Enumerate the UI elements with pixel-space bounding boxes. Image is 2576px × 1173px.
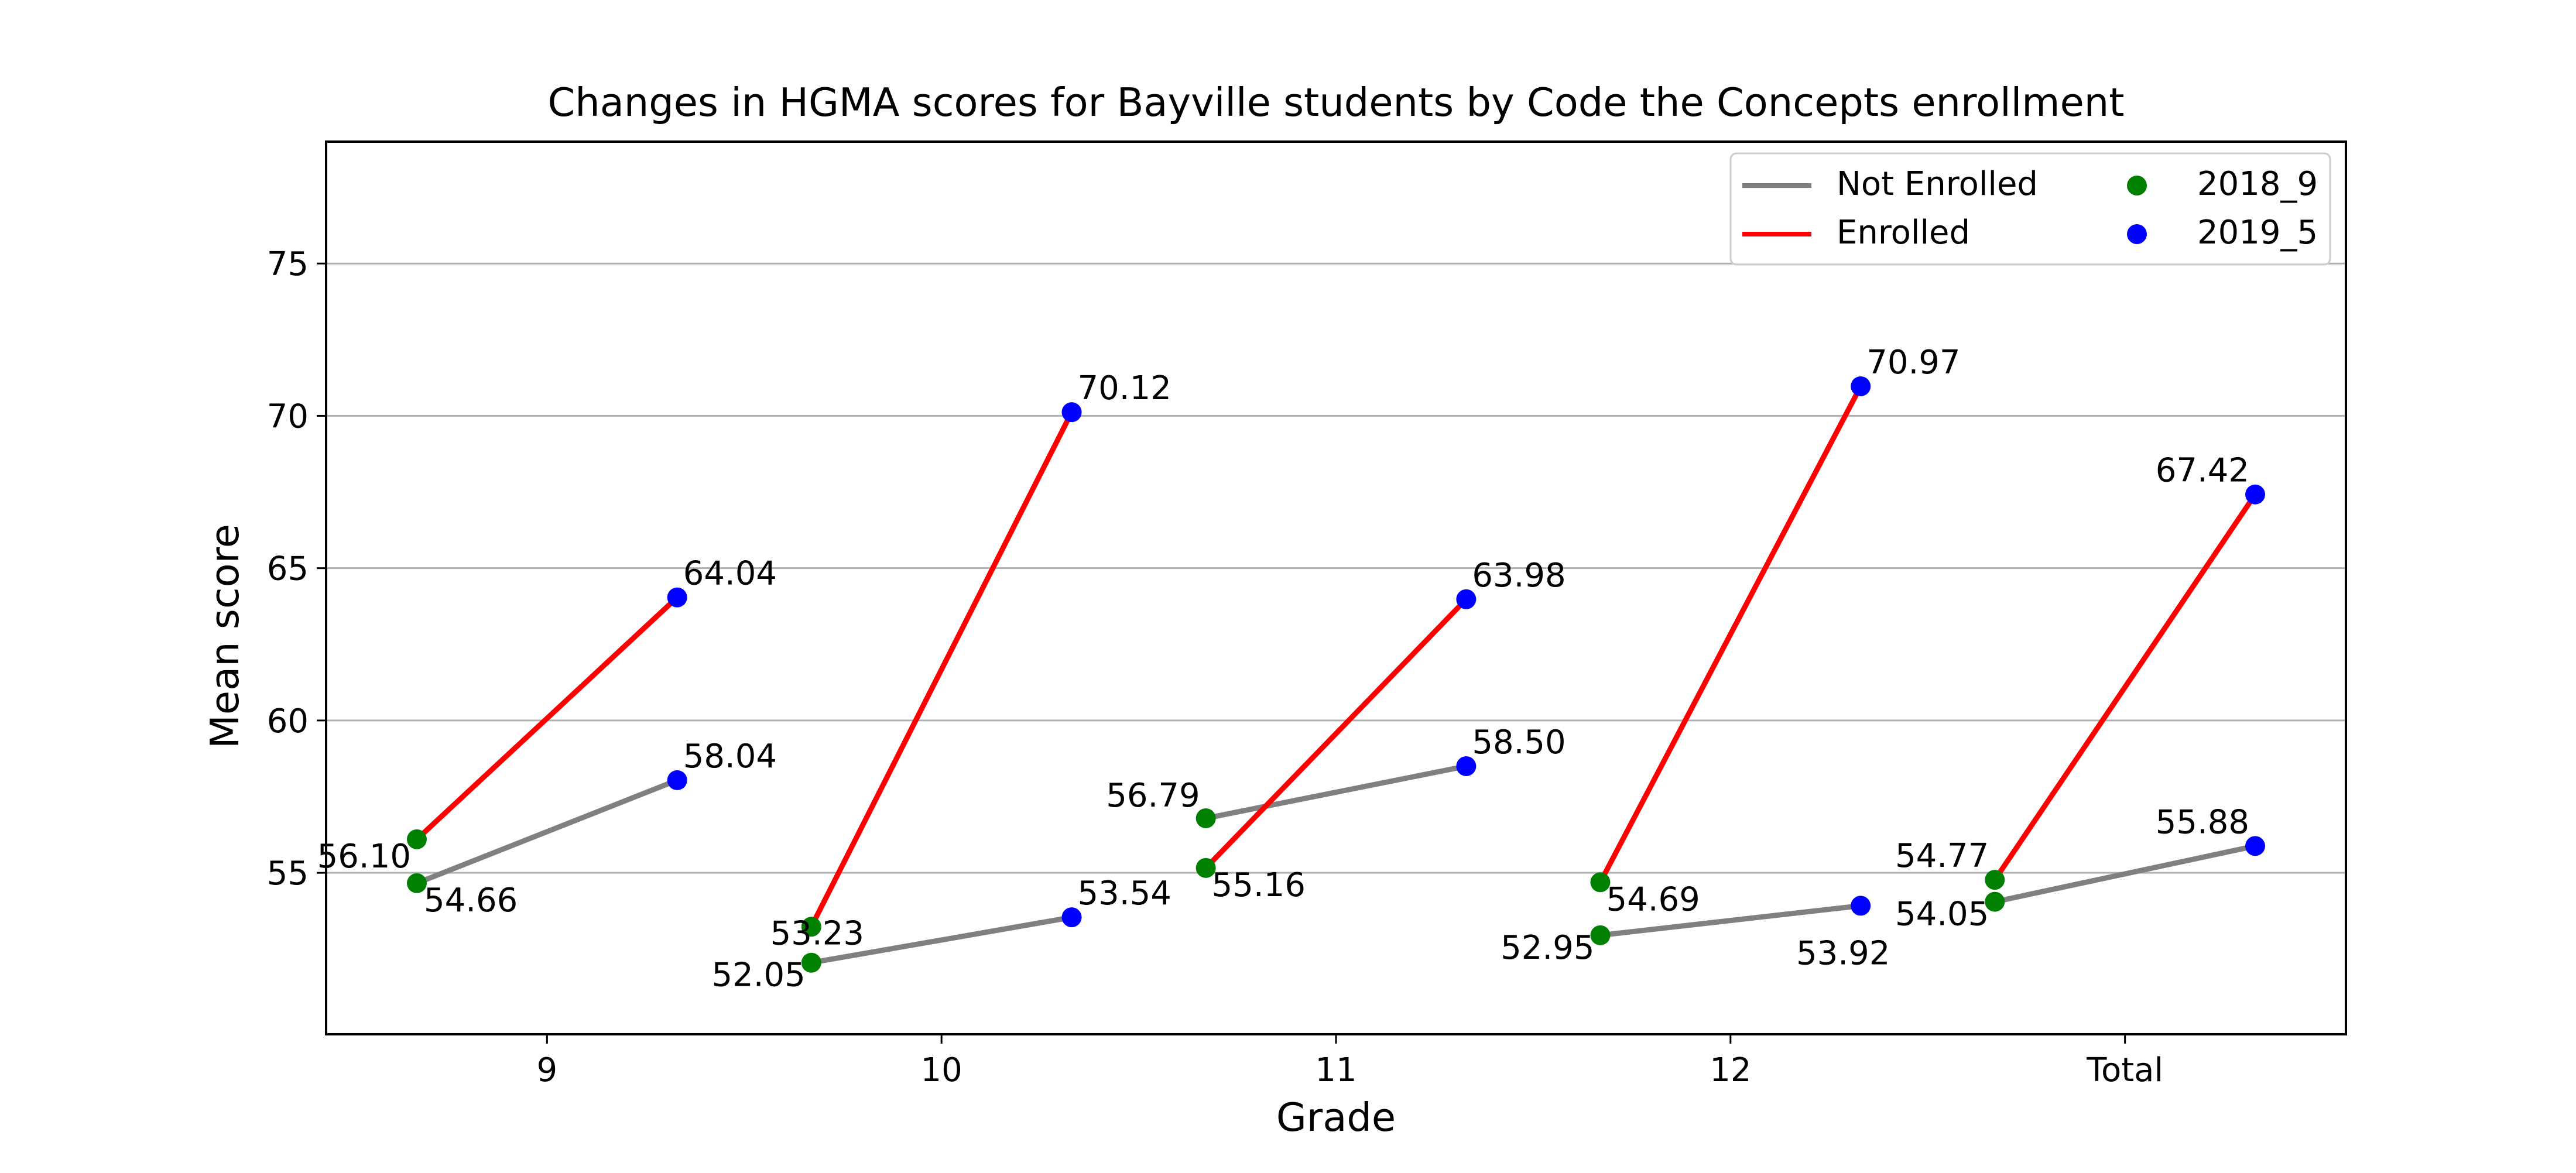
y-tick-label-60: 60 <box>267 702 309 740</box>
legend: Not Enrolled 2018_9 Enrolled 2019_5 <box>1729 152 2331 266</box>
not-enrolled-label-2019-5-2: 58.50 <box>1472 723 1566 762</box>
enrolled-marker-2018-9-0 <box>406 829 427 849</box>
not-enrolled-marker-2019-5-4 <box>2245 836 2266 856</box>
not-enrolled-label-2018-9-3: 52.95 <box>1501 929 1594 967</box>
not-enrolled-segment-4 <box>1994 843 2256 904</box>
not-enrolled-marker-2018-9-1 <box>801 952 821 973</box>
legend-label-not-enrolled: Not Enrolled <box>1837 165 2038 203</box>
not-enrolled-segment-2 <box>1205 763 1467 821</box>
data-label-layer: 54.66 58.04 52.05 53.54 56.79 58.50 52.95 53.92… <box>317 344 2249 994</box>
y-tick-label-55: 55 <box>267 855 309 893</box>
not-enrolled-label-2019-5-1: 53.54 <box>1078 874 1171 913</box>
enrolled-marker-2019-5-4 <box>2245 484 2266 505</box>
enrolled-label-2019-5-4: 67.42 <box>2156 452 2249 490</box>
enrolled-segment-4 <box>1992 493 2258 882</box>
not-enrolled-marker-2019-5-1 <box>1061 907 1082 928</box>
enrolled-marker-2019-5-1 <box>1061 402 1082 423</box>
marker-layer <box>406 376 2266 973</box>
not-enrolled-marker-2018-9-2 <box>1195 808 1216 828</box>
enrolled-label-2018-9-3: 54.69 <box>1606 880 1700 918</box>
legend-label-enrolled: Enrolled <box>1837 214 1970 252</box>
not-enrolled-label-2018-9-2: 56.79 <box>1106 777 1200 815</box>
not-enrolled-marker-2018-9-0 <box>406 873 427 893</box>
enrolled-label-2019-5-1: 70.12 <box>1078 369 1171 407</box>
legend-marker-2018-9 <box>2127 176 2147 196</box>
legend-label-2018-9: 2018_9 <box>2197 165 2318 203</box>
not-enrolled-marker-2019-5-3 <box>1851 896 1871 916</box>
enrolled-marker-2018-9-1 <box>801 917 821 937</box>
x-tick-label-0: 9 <box>537 1051 558 1089</box>
enrolled-label-2019-5-3: 70.97 <box>1866 344 1960 382</box>
enrolled-label-2019-5-2: 63.98 <box>1472 557 1566 595</box>
enrolled-marker-2018-9-2 <box>1195 858 1216 878</box>
legend-marker-2019-5 <box>2127 224 2147 244</box>
grid-layer <box>326 262 2346 874</box>
enrolled-marker-2019-5-2 <box>1456 589 1477 609</box>
not-enrolled-segment-1 <box>811 914 1073 966</box>
not-enrolled-label-2018-9-1: 52.05 <box>711 956 805 994</box>
enrolled-label-2018-9-4: 54.77 <box>1895 837 1989 875</box>
enrolled-segment-3 <box>1598 385 1864 884</box>
enrolled-marker-2018-9-3 <box>1590 872 1611 893</box>
enrolled-marker-2018-9-4 <box>1985 870 2005 890</box>
enrolled-marker-2019-5-3 <box>1851 376 1871 396</box>
not-enrolled-label-2019-5-4: 55.88 <box>2156 803 2249 841</box>
legend-frame <box>1729 152 2331 266</box>
x-tick-label-2: 11 <box>1315 1051 1356 1089</box>
not-enrolled-label-2018-9-0: 54.66 <box>424 882 518 920</box>
enrolled-label-2018-9-1: 53.23 <box>770 914 864 952</box>
enrolled-segment-0 <box>415 595 679 842</box>
not-enrolled-label-2019-5-3: 53.92 <box>1796 934 1890 972</box>
enrolled-label-2019-5-0: 64.04 <box>683 555 777 593</box>
not-enrolled-marker-2019-5-0 <box>667 770 687 790</box>
axis-layer: 55 60 65 70 75 9 10 11 12 Total <box>267 245 2163 1089</box>
not-enrolled-label-2019-5-0: 58.04 <box>683 738 777 776</box>
x-axis-title: Grade <box>1276 1095 1396 1140</box>
y-tick-label-65: 65 <box>267 550 309 588</box>
x-tick-label-4: Total <box>2086 1051 2163 1089</box>
not-enrolled-label-2018-9-4: 54.05 <box>1895 896 1989 934</box>
not-enrolled-marker-2018-9-3 <box>1590 925 1611 945</box>
not-enrolled-marker-2018-9-4 <box>1985 891 2005 912</box>
x-tick-label-3: 12 <box>1710 1051 1751 1089</box>
enrolled-segment-1 <box>809 411 1074 928</box>
series-layer <box>415 385 2258 966</box>
not-enrolled-marker-2019-5-2 <box>1456 756 1477 776</box>
not-enrolled-segment-0 <box>416 777 679 886</box>
y-tick-label-75: 75 <box>267 245 309 283</box>
chart-title: Changes in HGMA scores for Bayville stud… <box>547 80 2124 125</box>
x-tick-label-1: 10 <box>921 1051 962 1089</box>
enrolled-segment-2 <box>1204 597 1468 870</box>
enrolled-marker-2019-5-0 <box>667 587 687 608</box>
not-enrolled-segment-3 <box>1599 903 1861 938</box>
legend-label-2019-5: 2019_5 <box>2197 214 2318 252</box>
enrolled-label-2018-9-0: 56.10 <box>317 838 411 876</box>
y-tick-label-70: 70 <box>267 397 309 435</box>
enrolled-label-2018-9-2: 55.16 <box>1212 866 1306 904</box>
y-axis-title: Mean score <box>202 524 248 749</box>
